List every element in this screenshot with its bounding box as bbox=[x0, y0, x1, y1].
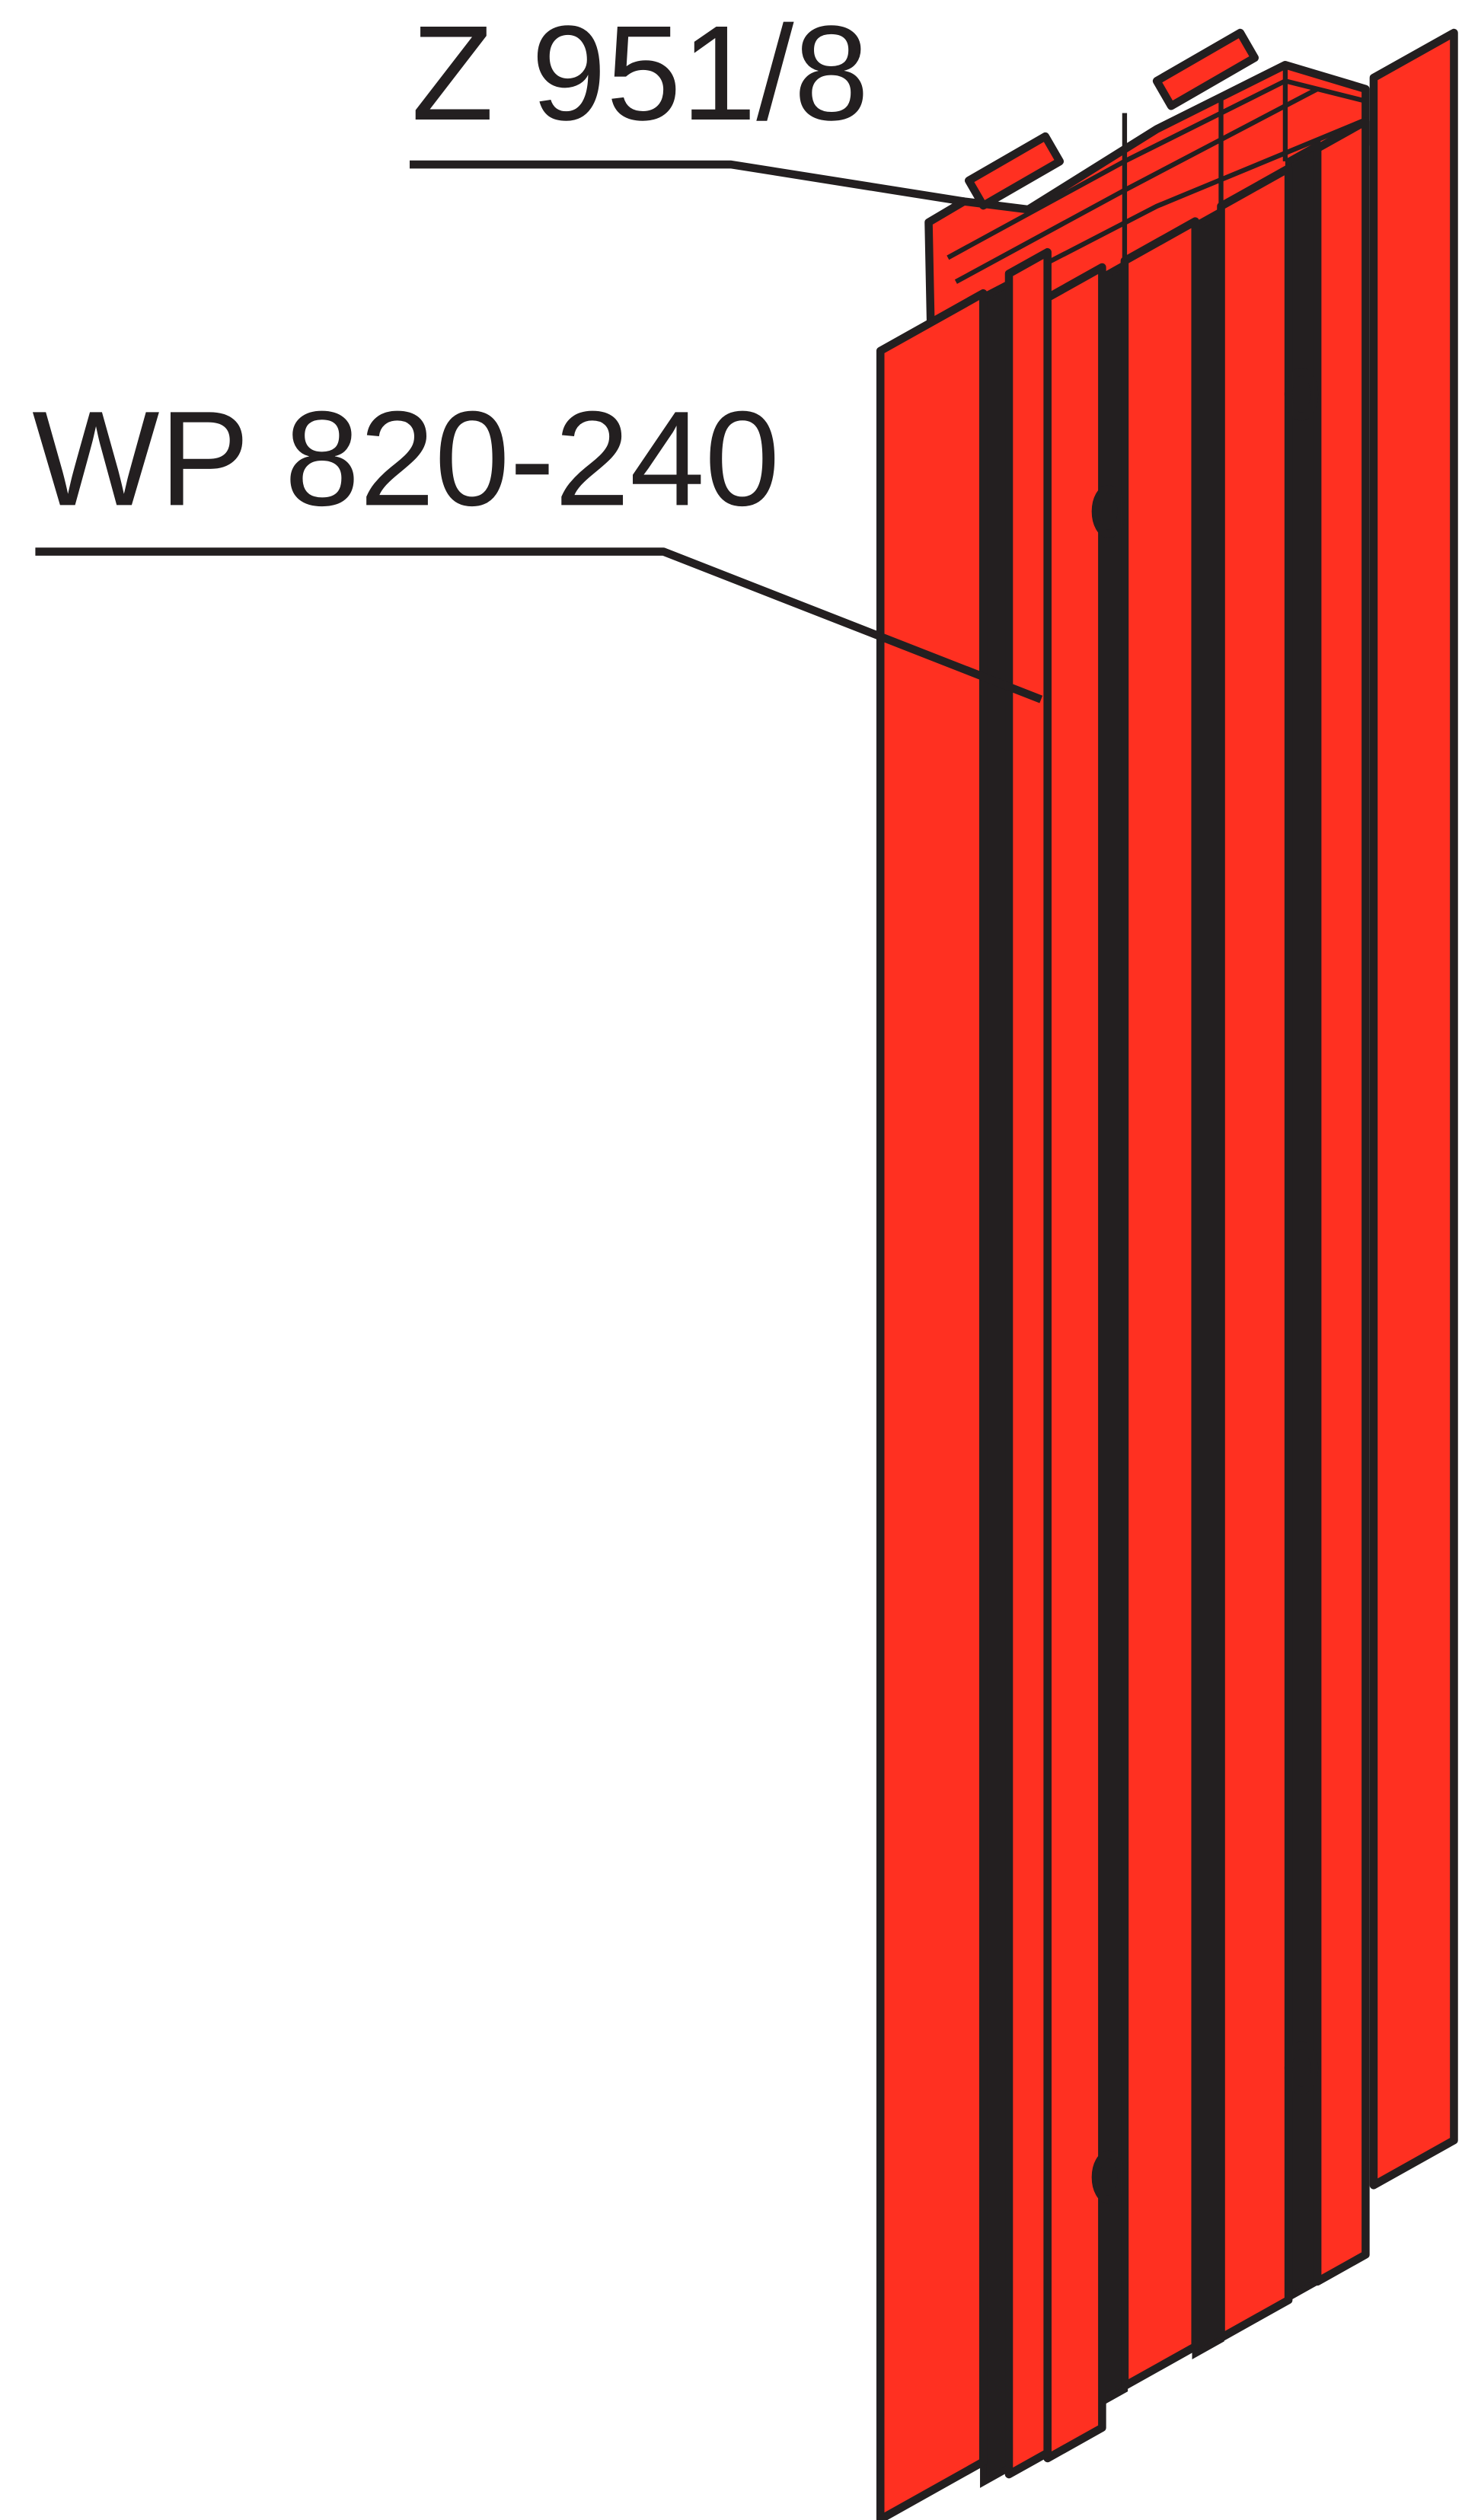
wall-panel bbox=[876, 289, 988, 2520]
part-label: WP 820-240 bbox=[32, 383, 780, 534]
wall-panel bbox=[1120, 217, 1200, 2391]
wall-panel bbox=[1217, 164, 1293, 2343]
wall-panels bbox=[876, 28, 1458, 2520]
wall-panel bbox=[1043, 263, 1106, 2463]
wall-panel bbox=[1369, 28, 1458, 2190]
wall-panel bbox=[1285, 139, 1321, 2304]
leader-line bbox=[35, 547, 1043, 703]
part-label: Z 951/8 bbox=[411, 0, 869, 148]
leader-line bbox=[410, 160, 965, 206]
wall-panel bbox=[1313, 117, 1370, 2286]
wall-panel bbox=[1004, 247, 1052, 2479]
holes bbox=[1091, 367, 1319, 2204]
